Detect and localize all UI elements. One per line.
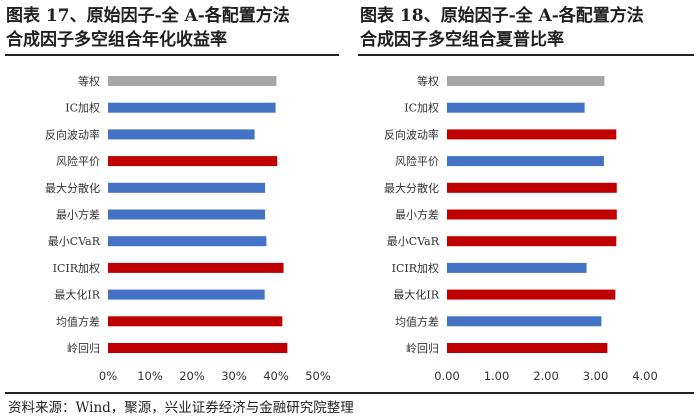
category-label: 均值方差	[395, 314, 439, 328]
category-label: 最大化IR	[54, 288, 100, 302]
bar	[108, 182, 266, 193]
category-label: 最小CVaR	[387, 235, 440, 248]
x-tick-label: 50%	[305, 369, 331, 383]
bar	[108, 76, 277, 86]
category-label: 最小方差	[56, 208, 100, 222]
bar	[447, 343, 608, 353]
category-label: 反向波动率	[45, 127, 100, 141]
category-label: 风险平价	[56, 154, 100, 168]
category-label: ICIR加权	[392, 262, 439, 275]
category-label: 最大化IR	[393, 288, 439, 302]
category-label: 岭回归	[67, 341, 100, 355]
category-label: 岭回归	[406, 341, 439, 355]
bar	[108, 262, 284, 273]
x-tick-label: 30%	[221, 369, 247, 383]
bar	[447, 102, 585, 113]
category-label: 等权	[417, 74, 439, 88]
chart-title-right-line-2: 合成因子多空组合夏普比率	[360, 30, 564, 50]
x-tick-label: 20%	[179, 369, 205, 383]
title-divider-left	[5, 54, 339, 56]
bar	[108, 236, 267, 247]
bar	[447, 289, 616, 300]
bar	[108, 209, 266, 220]
bar	[108, 289, 265, 300]
x-tick-label: 10%	[137, 369, 163, 383]
bar	[447, 236, 617, 247]
bar	[447, 156, 604, 167]
x-tick-label: 4.00	[632, 369, 658, 383]
bar	[447, 209, 617, 220]
category-label: IC加权	[65, 102, 100, 115]
category-label: 风险平价	[395, 154, 439, 168]
category-label: 最大分散化	[384, 181, 439, 195]
x-tick-label: 40%	[263, 369, 289, 383]
category-label: 反向波动率	[384, 127, 439, 141]
title-divider-right	[358, 54, 694, 56]
x-tick-label: 1.00	[484, 369, 510, 383]
bar	[108, 129, 255, 140]
category-label: ICIR加权	[53, 262, 100, 275]
chart-title-left-line-2: 合成因子多空组合年化收益率	[6, 30, 227, 50]
chart-title-left-line-1: 图表 17、原始因子-全 A-各配置方法	[6, 6, 290, 26]
bar	[108, 156, 278, 167]
bar	[447, 76, 605, 86]
category-label: 等权	[78, 74, 100, 88]
chart-title-left: 图表 17、原始因子-全 A-各配置方法 合成因子多空组合年化收益率	[6, 4, 346, 52]
category-label: 最大分散化	[45, 181, 100, 195]
category-label: 均值方差	[56, 314, 100, 328]
chart-title-right: 图表 18、原始因子-全 A-各配置方法 合成因子多空组合夏普比率	[360, 4, 700, 52]
category-label: 最小CVaR	[48, 235, 101, 248]
bar	[447, 316, 602, 327]
bar	[108, 102, 276, 113]
x-tick-label: 3.00	[583, 369, 609, 383]
x-tick-label: 2.00	[533, 369, 559, 383]
bar	[447, 262, 587, 273]
chart-title-right-line-1: 图表 18、原始因子-全 A-各配置方法	[360, 6, 644, 26]
source-note: 资料来源：Wind，聚源，兴业证券经济与金融研究院整理	[8, 400, 354, 416]
x-tick-label: 0%	[99, 369, 117, 383]
source-divider	[5, 392, 694, 394]
category-label: 最小方差	[395, 208, 439, 222]
bar	[108, 316, 283, 327]
bar	[447, 129, 617, 140]
bar	[108, 343, 288, 353]
bar	[447, 182, 617, 193]
category-label: IC加权	[404, 102, 439, 115]
x-tick-label: 0.00	[434, 369, 460, 383]
